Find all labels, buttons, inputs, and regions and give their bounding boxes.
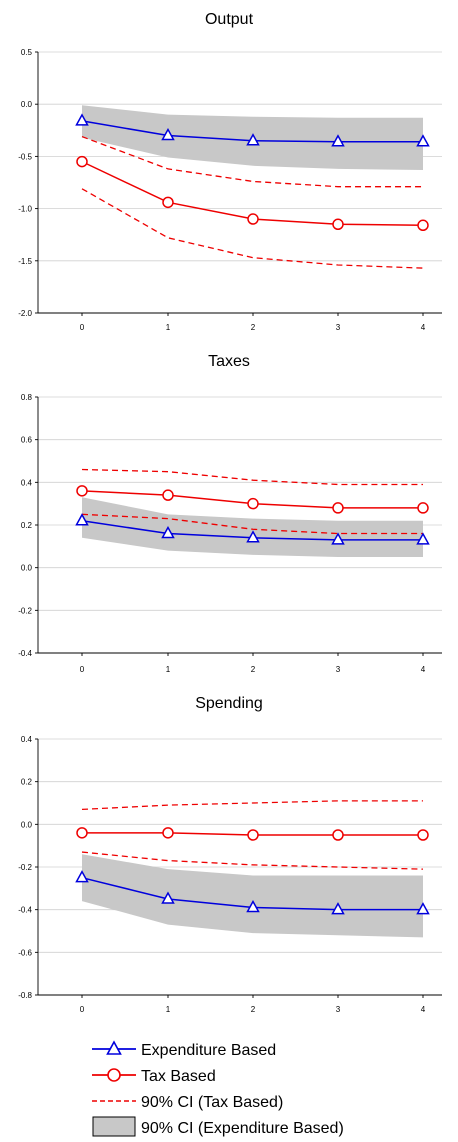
marker-expenditure: [246, 133, 260, 146]
marker-expenditure: [246, 899, 260, 913]
y-tick-label: -0.6: [18, 948, 32, 957]
legend-label: 90% CI (Tax Based): [141, 1094, 283, 1111]
y-tick-label: 0.2: [21, 778, 33, 787]
marker-tax: [417, 829, 429, 841]
panel-title: Output: [205, 11, 254, 28]
y-tick-label: 0.5: [21, 48, 33, 57]
x-tick-label: 2: [251, 323, 256, 332]
marker-expenditure: [75, 870, 89, 883]
y-tick-label: -0.2: [18, 606, 32, 615]
marker-expenditure: [416, 532, 430, 545]
marker-expenditure: [416, 902, 430, 915]
marker-expenditure: [161, 891, 175, 904]
marker-tax: [247, 213, 259, 225]
marker-tax: [76, 485, 88, 497]
marker-expenditure: [75, 113, 89, 126]
y-tick-label: -2.0: [18, 309, 32, 318]
x-tick-label: 3: [336, 665, 341, 674]
x-tick-label: 1: [166, 323, 171, 332]
legend-item: 90% CI (Expenditure Based): [92, 1116, 344, 1137]
x-tick-label: 4: [421, 323, 426, 332]
marker-tax: [247, 829, 259, 841]
ci-line-tax-lower: [81, 851, 424, 870]
marker-tax: [162, 489, 174, 501]
marker-expenditure: [246, 530, 260, 543]
marker-expenditure: [416, 134, 430, 147]
marker-tax: [417, 502, 429, 514]
circle-icon: [107, 1068, 121, 1082]
y-tick-label: -0.4: [18, 906, 32, 915]
x-tick-label: 4: [421, 1005, 426, 1014]
panel-title: Taxes: [208, 353, 250, 370]
x-tick-label: 3: [336, 323, 341, 332]
marker-tax: [332, 502, 344, 514]
x-tick-label: 0: [80, 1005, 85, 1014]
ci-line-tax-lower: [81, 188, 424, 269]
y-tick-label: 0.4: [21, 735, 33, 744]
ci-line-tax-lower: [81, 513, 423, 535]
x-tick-label: 4: [421, 665, 426, 674]
ci-band-expenditure: [82, 854, 423, 938]
y-tick-label: -0.2: [18, 863, 32, 872]
ci-line-tax-upper: [81, 468, 423, 486]
y-tick-label: 0.0: [21, 820, 33, 829]
marker-tax: [247, 497, 259, 510]
marker-tax: [162, 196, 174, 209]
y-tick-label: 0.4: [21, 478, 33, 487]
panel-taxes: Taxes 0.8 0.6 0.4 0.2 0.0 -0.2 -0.4 0 1 2 3 4: [18, 353, 442, 674]
marker-expenditure: [161, 127, 175, 141]
legend: Expenditure Based Tax Based 90% CI (Tax Ba…: [92, 1040, 344, 1137]
marker-expenditure: [161, 525, 175, 539]
x-tick-label: 2: [251, 665, 256, 674]
marker-tax: [162, 827, 174, 839]
x-tick-label: 0: [80, 323, 85, 332]
marker-tax: [76, 155, 88, 168]
legend-label: Expenditure Based: [141, 1042, 276, 1059]
x-tick-label: 1: [166, 1005, 171, 1014]
y-tick-label: 0.6: [21, 436, 33, 445]
marker-expenditure: [331, 134, 345, 147]
marker-tax: [417, 219, 429, 232]
y-tick-label: -0.4: [18, 649, 32, 658]
ci-line-tax-upper: [81, 800, 423, 811]
x-tick-label: 3: [336, 1005, 341, 1014]
marker-tax: [332, 829, 344, 841]
y-tick-label: -0.8: [18, 991, 32, 1000]
legend-label: 90% CI (Expenditure Based): [141, 1120, 344, 1137]
y-tick-label: -1.5: [18, 257, 32, 266]
y-tick-label: 0.8: [21, 393, 33, 402]
legend-item: Tax Based: [92, 1068, 216, 1085]
y-tick-label: 0.0: [21, 564, 33, 573]
marker-tax: [76, 827, 88, 839]
legend-item: 90% CI (Tax Based): [92, 1094, 283, 1111]
x-tick-label: 1: [166, 665, 171, 674]
legend-item: Expenditure Based: [92, 1040, 276, 1059]
marker-expenditure: [331, 532, 345, 545]
marker-expenditure: [331, 902, 345, 915]
y-tick-label: -0.5: [18, 152, 32, 161]
x-tick-label: 2: [251, 1005, 256, 1014]
panel-spending: Spending 0.4 0.2 0.0 -0.2 -0.4 -0.6 -0.8 0 1 2 3 4: [18, 695, 442, 1014]
legend-swatch-band: [92, 1116, 136, 1137]
x-tick-label: 0: [80, 665, 85, 674]
marker-tax: [332, 218, 344, 231]
panel-title: Spending: [195, 695, 263, 712]
triangle-icon: [106, 1040, 122, 1055]
y-tick-label: 0.2: [21, 521, 33, 530]
legend-label: Tax Based: [141, 1068, 216, 1085]
ci-line-tax-upper: [81, 135, 423, 188]
panel-output: Output 0.5 0.0 -0.5 -1.0 -1.5 -2.0 0 1 2 3 4: [18, 11, 442, 332]
y-tick-label: -1.0: [18, 205, 32, 214]
y-tick-label: 0.0: [21, 100, 33, 109]
marker-expenditure: [75, 513, 89, 526]
